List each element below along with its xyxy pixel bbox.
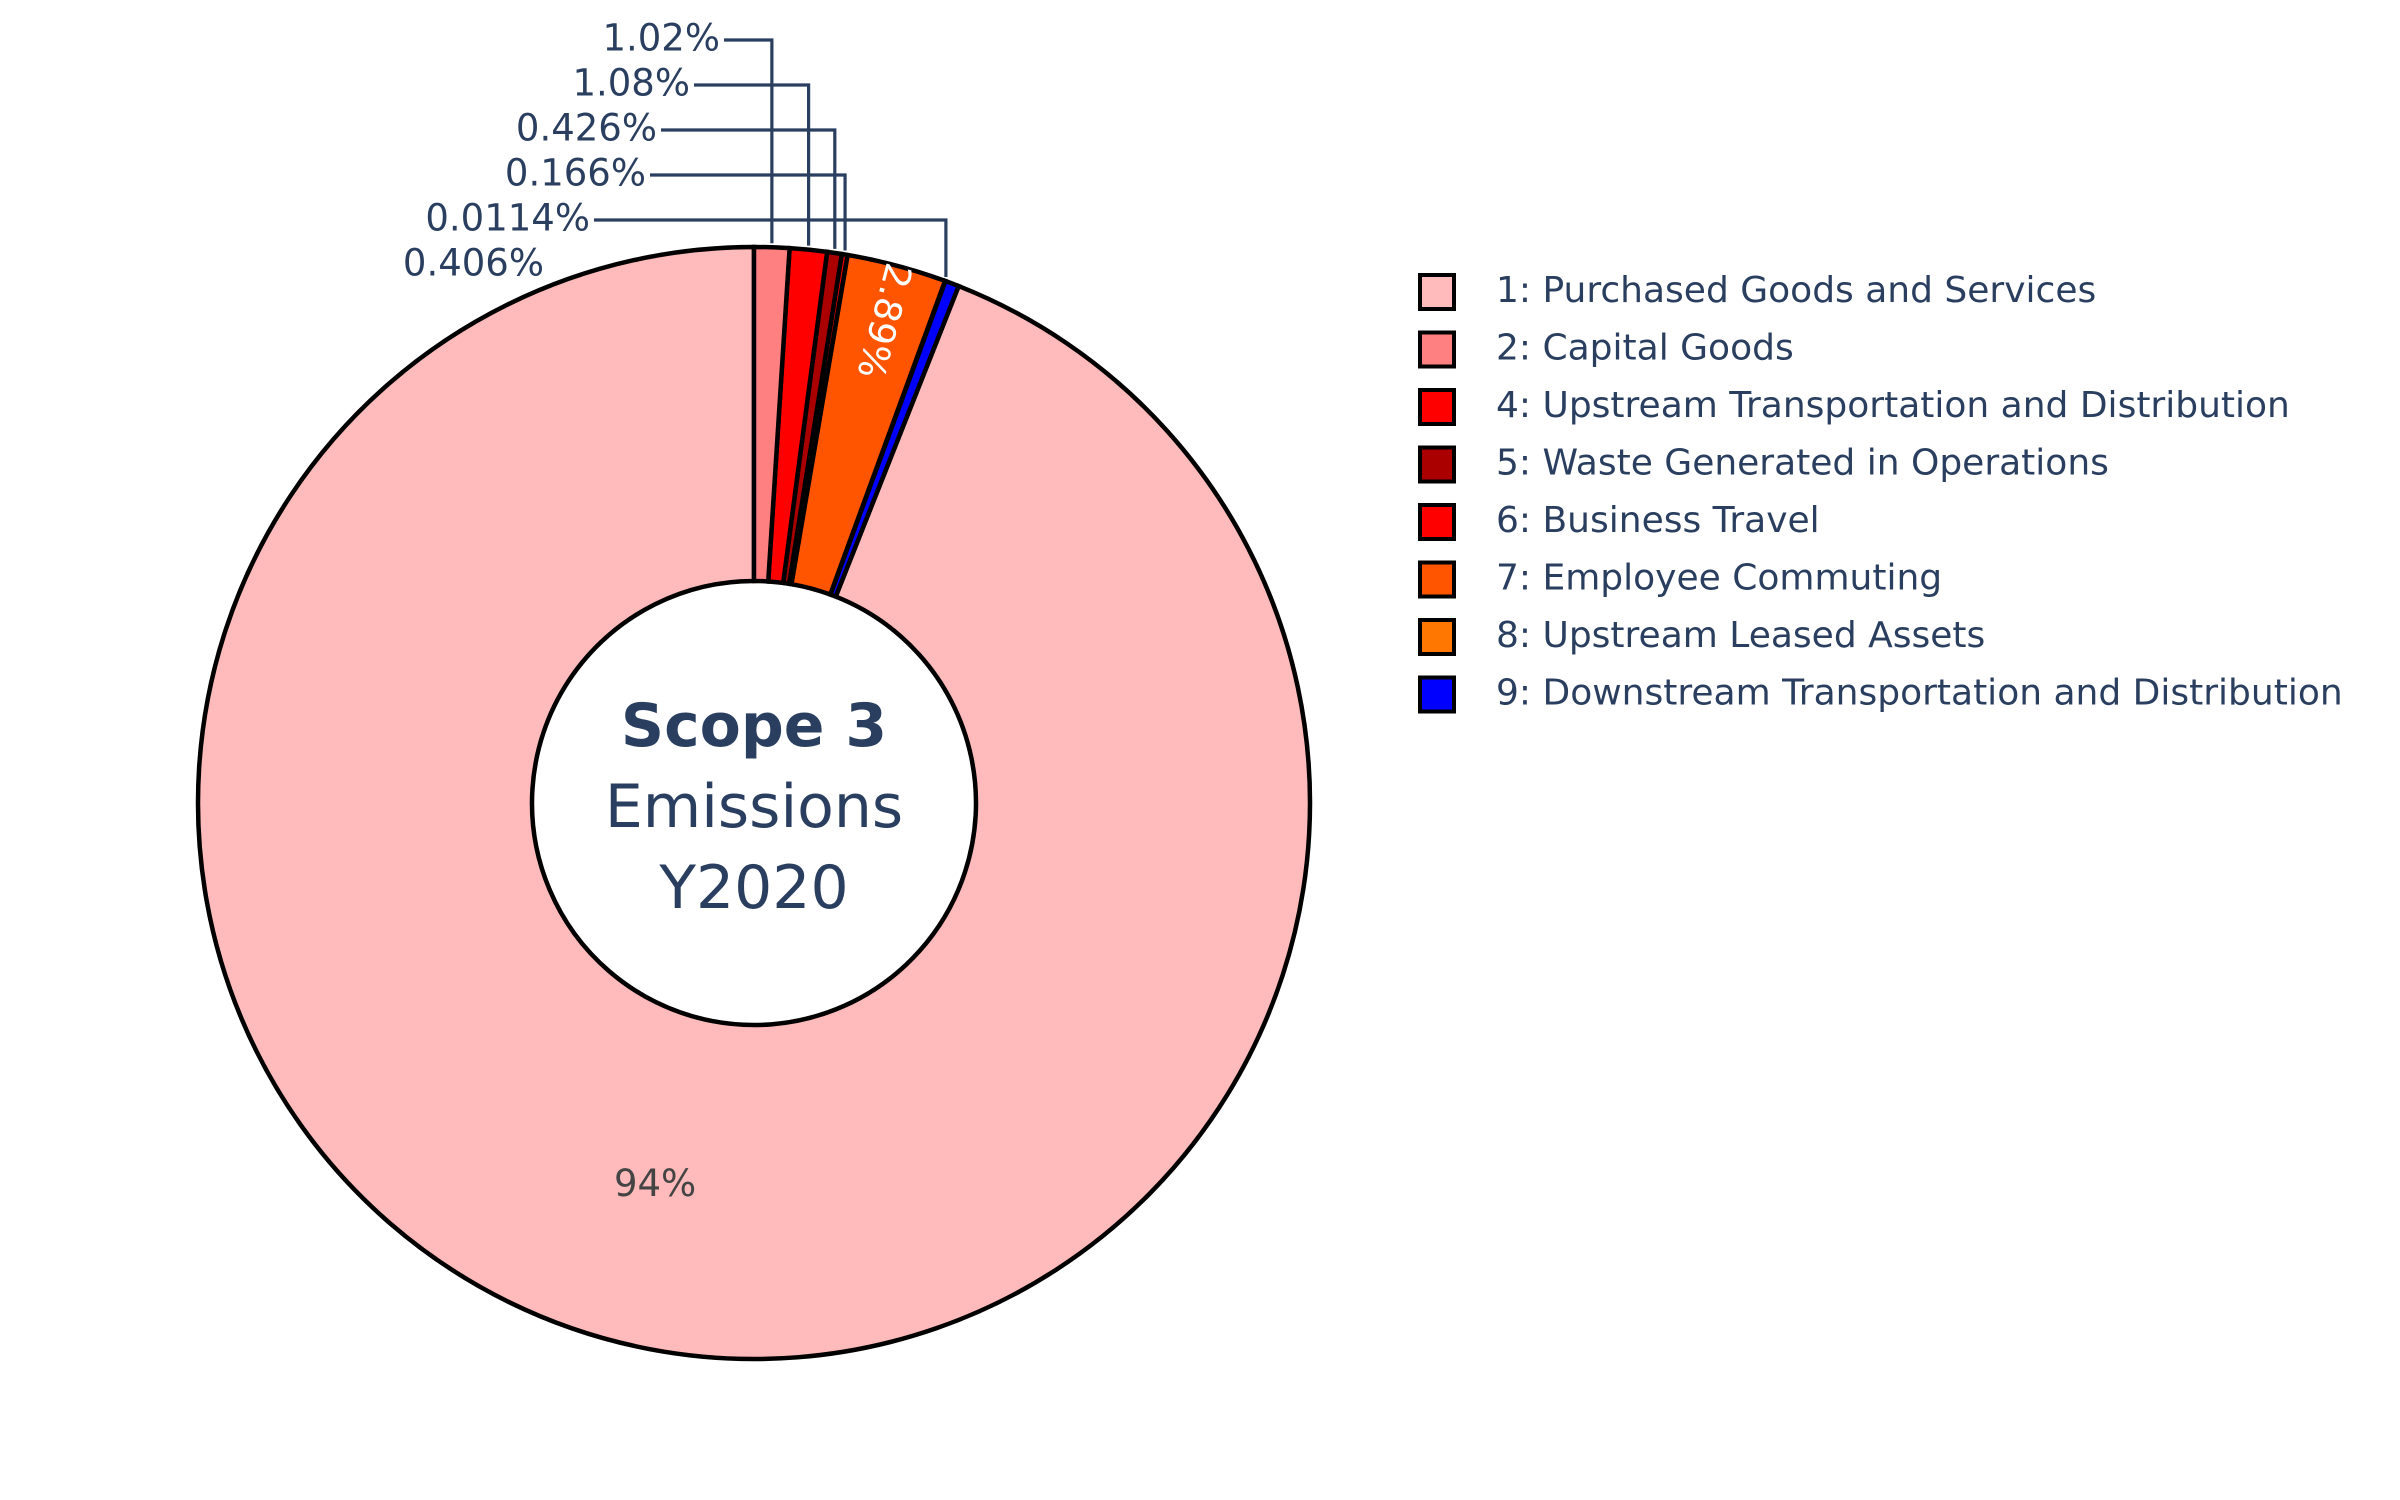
legend: 1: Purchased Goods and Services 2: Capita… — [1418, 270, 2343, 714]
slice-label-4-upstream-transportation-and-distribution: 1.08% — [572, 62, 690, 105]
center-title-line-2: Emissions — [605, 772, 903, 842]
legend-label: 8: Upstream Leased Assets — [1496, 615, 1985, 656]
center-title-line-1: Scope 3 — [621, 691, 887, 761]
legend-swatch — [1418, 330, 1456, 369]
legend-label: 4: Upstream Transportation and Distribut… — [1496, 385, 2290, 426]
leader-line-2-capital-goods — [724, 38, 774, 244]
slice-labels: 94%2.89%1.02%1.08%0.426%0.166%0.0114%0.4… — [403, 17, 948, 1205]
legend-label: 6: Business Travel — [1496, 500, 1820, 541]
slice-label-5-waste-generated-in-operations: 0.426% — [516, 107, 657, 150]
slice-2-capital-goods — [751, 244, 792, 584]
leader-line-5-waste-generated-in-operations — [661, 128, 837, 249]
legend-item-1-purchased-goods-and-services[interactable]: 1: Purchased Goods and Services — [1418, 270, 2096, 311]
pie-slices — [195, 244, 1313, 1362]
legend-item-9-downstream-transportation-and-distribution[interactable]: 9: Downstream Transportation and Distrib… — [1418, 673, 2343, 714]
slice-label-6-business-travel: 0.166% — [505, 152, 646, 195]
legend-item-8-upstream-leased-assets[interactable]: 8: Upstream Leased Assets — [1418, 615, 1985, 656]
legend-label: 9: Downstream Transportation and Distrib… — [1496, 673, 2343, 714]
legend-item-4-upstream-transportation-and-distribution[interactable]: 4: Upstream Transportation and Distribut… — [1418, 385, 2290, 426]
slice-1-purchased-goods-and-services — [195, 244, 1313, 1362]
center-title-line-3: Y2020 — [658, 853, 848, 923]
legend-swatch — [1418, 273, 1456, 311]
center-label: Scope 3 Emissions Y2020 — [605, 691, 903, 923]
legend-item-5-waste-generated-in-operations[interactable]: 5: Waste Generated in Operations — [1418, 443, 2109, 484]
leader-line-4-upstream-transportation-and-distribution — [694, 83, 811, 246]
legend-swatch — [1418, 618, 1456, 656]
legend-label: 2: Capital Goods — [1496, 328, 1794, 369]
legend-item-2-capital-goods[interactable]: 2: Capital Goods — [1418, 328, 1794, 369]
leader-line-8-upstream-leased-assets — [594, 218, 948, 278]
legend-swatch — [1418, 560, 1456, 599]
leader-line-6-business-travel — [650, 173, 847, 251]
slice-label-2-capital-goods: 1.02% — [602, 17, 720, 60]
legend-swatch — [1418, 503, 1456, 541]
legend-item-7-employee-commuting[interactable]: 7: Employee Commuting — [1418, 558, 1942, 599]
slice-label-9-downstream-transportation-and-distribution: 0.406% — [403, 242, 544, 285]
legend-label: 7: Employee Commuting — [1496, 558, 1942, 599]
slice-label-8-upstream-leased-assets: 0.0114% — [425, 197, 590, 240]
legend-swatch — [1418, 388, 1456, 426]
slice-label-1-purchased-goods-and-services: 94% — [614, 1162, 696, 1205]
legend-label: 1: Purchased Goods and Services — [1496, 270, 2096, 311]
legend-label: 5: Waste Generated in Operations — [1496, 443, 2109, 484]
legend-swatch — [1418, 445, 1456, 484]
legend-swatch — [1418, 675, 1456, 714]
legend-item-6-business-travel[interactable]: 6: Business Travel — [1418, 500, 1820, 541]
